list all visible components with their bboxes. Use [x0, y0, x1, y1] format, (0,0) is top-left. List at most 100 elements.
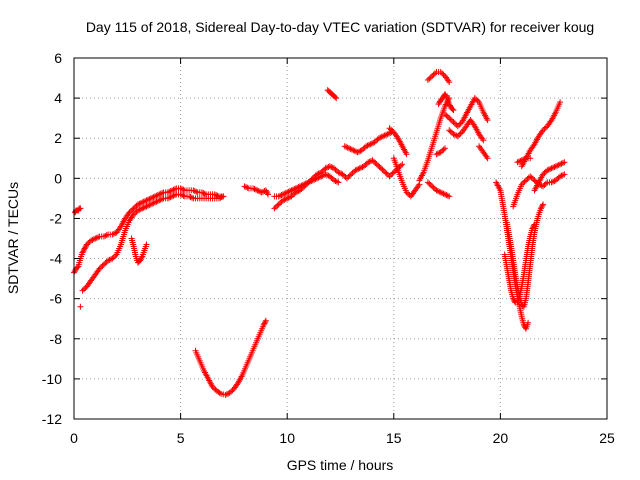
plus-marker [549, 178, 556, 185]
plus-marker [85, 240, 92, 247]
plus-marker [480, 137, 487, 144]
plus-marker [510, 295, 517, 302]
plus-marker [541, 125, 548, 132]
plus-marker [190, 187, 197, 194]
data-track [324, 87, 340, 102]
plus-marker [222, 391, 229, 398]
plus-marker [277, 200, 284, 207]
plus-marker [169, 187, 176, 194]
plus-marker [296, 183, 303, 190]
plus-marker [368, 140, 375, 147]
plus-marker [315, 174, 322, 181]
plus-marker [130, 205, 137, 212]
plus-marker [285, 188, 292, 195]
plus-marker [433, 187, 440, 194]
plus-marker [339, 171, 346, 178]
plus-marker [380, 167, 387, 174]
plus-marker [170, 186, 177, 193]
plus-marker [211, 385, 218, 392]
plus-marker [484, 155, 491, 162]
plus-marker [153, 198, 160, 205]
data-track [79, 191, 227, 294]
plus-marker [279, 197, 286, 204]
plus-marker [530, 222, 537, 229]
plus-marker [449, 117, 456, 124]
plus-marker [322, 165, 329, 172]
plus-marker [264, 190, 271, 197]
plus-marker [531, 177, 538, 184]
plus-marker [335, 169, 342, 176]
plus-marker [554, 176, 561, 183]
plus-marker [146, 196, 153, 203]
plus-marker [110, 230, 117, 237]
plus-marker [100, 261, 107, 268]
plus-marker [358, 164, 365, 171]
plus-marker [180, 192, 187, 199]
plus-marker [386, 173, 393, 180]
y-tick-label: 4 [54, 90, 62, 106]
plus-marker [350, 147, 357, 154]
plus-marker [377, 134, 384, 141]
plus-marker [454, 123, 461, 130]
plus-marker [440, 146, 447, 153]
data-track [271, 171, 342, 200]
plus-marker [171, 192, 178, 199]
plus-marker [137, 200, 144, 207]
plus-marker [150, 200, 157, 207]
plus-marker [530, 224, 537, 231]
data-track [77, 303, 84, 310]
plus-marker [382, 131, 389, 138]
plus-marker [522, 177, 529, 184]
plus-marker [301, 181, 308, 188]
plus-marker [515, 158, 522, 165]
chart-title: Day 115 of 2018, Sidereal Day-to-day VTE… [86, 19, 594, 35]
x-tick-label: 5 [177, 430, 185, 446]
plus-marker [109, 231, 116, 238]
plus-marker [443, 93, 450, 100]
plus-marker [439, 70, 446, 77]
plus-marker [370, 158, 377, 165]
plus-marker [547, 165, 554, 172]
plus-marker [471, 95, 478, 102]
plus-marker [289, 186, 296, 193]
plus-marker [77, 303, 84, 310]
plus-marker [380, 133, 387, 140]
plus-marker [456, 121, 463, 128]
plus-marker [364, 142, 371, 149]
plus-marker [527, 173, 534, 180]
grid-lines [74, 58, 607, 419]
data-track [531, 159, 568, 194]
plus-marker [217, 194, 224, 201]
plus-marker [365, 159, 372, 166]
plus-marker [518, 181, 525, 188]
plus-marker [381, 132, 388, 139]
plus-marker [261, 320, 268, 327]
plus-marker [132, 210, 139, 217]
plus-marker [441, 111, 448, 118]
plus-marker [309, 177, 316, 184]
y-axis-label: SDTVAR / TECUs [5, 182, 21, 294]
plus-marker [450, 119, 457, 126]
plus-marker [80, 248, 87, 255]
plus-marker [134, 207, 141, 214]
plus-marker [311, 176, 318, 183]
plus-marker [144, 202, 151, 209]
plus-marker [426, 180, 433, 187]
plus-marker [369, 157, 376, 164]
plus-marker [545, 166, 552, 173]
plus-marker [450, 107, 457, 114]
plus-marker [379, 166, 386, 173]
plus-marker [279, 191, 286, 198]
plus-marker [292, 185, 299, 192]
plus-marker [294, 184, 301, 191]
plus-marker [446, 127, 453, 134]
plus-marker [262, 317, 269, 324]
plus-marker [387, 171, 394, 178]
plus-marker [353, 166, 360, 173]
plus-marker [282, 190, 289, 197]
plus-marker [92, 235, 99, 242]
plus-marker [299, 182, 306, 189]
plus-marker [79, 287, 86, 294]
plus-marker [134, 201, 141, 208]
plus-marker [386, 125, 393, 132]
